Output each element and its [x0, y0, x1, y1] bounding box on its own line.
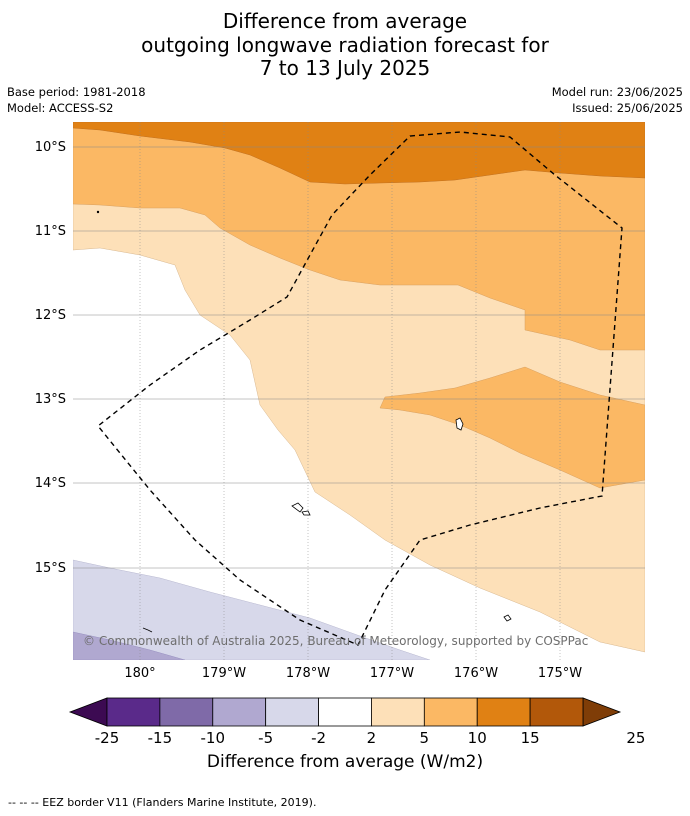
island-wallis-small	[301, 510, 311, 516]
lon-label: 177°W	[370, 666, 414, 681]
lon-label: 179°W	[202, 666, 246, 681]
colorbar-segment	[159, 697, 214, 727]
lon-label: 176°W	[454, 666, 498, 681]
lon-label: 178°W	[286, 666, 330, 681]
lon-label: 180°	[124, 666, 155, 681]
gridlines	[73, 122, 645, 660]
colorbar-segment	[423, 697, 478, 727]
model-run: Model run: 23/06/2025	[551, 85, 683, 99]
colorbar-segment	[371, 697, 425, 727]
colorbar-under-triangle	[68, 697, 108, 727]
colorbar-tick-label: 2	[367, 729, 377, 747]
colorbar-tick-label: 5	[420, 729, 430, 747]
colorbar: -25 -15 -10 -5 -2 2 5 10 15 25	[68, 697, 645, 747]
copyright-text: © Commonwealth of Australia 2025, Bureau…	[83, 634, 588, 648]
lat-labels: 10°S 11°S 12°S 13°S 14°S 15°S	[35, 140, 66, 576]
colorbar-segment	[476, 697, 531, 727]
contour-5-10-upper	[73, 122, 645, 351]
island-wallis	[291, 502, 304, 513]
colorbar-segment	[265, 697, 319, 727]
colorbar-tick-label: 25	[626, 729, 645, 747]
lon-labels: 180° 179°W 178°W 177°W 176°W 175°W	[124, 666, 582, 681]
contour-neg10-neg5	[73, 631, 186, 660]
contour-neg5-neg2	[73, 559, 431, 660]
island-niuatoputapu	[503, 614, 512, 622]
colorbar-segment	[529, 697, 584, 727]
title-line-1: Difference from average	[222, 9, 468, 33]
colorbar-tick-label: 10	[468, 729, 487, 747]
colorbar-tick-label: 15	[521, 729, 540, 747]
map-area: © Commonwealth of Australia 2025, Bureau…	[73, 122, 645, 660]
colorbar-tick-label: -15	[148, 729, 173, 747]
islands	[96, 210, 512, 633]
colorbar-tick-label: -25	[95, 729, 120, 747]
colorbar-over-triangle	[582, 697, 622, 727]
eez-legend-note: -- -- -- EEZ border V11 (Flanders Marine…	[8, 796, 317, 809]
base-period: Base period: 1981-2018	[7, 85, 146, 99]
colorbar-segment	[212, 697, 267, 727]
island-futuna	[142, 627, 153, 633]
island-dot	[96, 210, 100, 214]
lon-label: 175°W	[538, 666, 582, 681]
colorbar-segment	[318, 697, 372, 727]
lat-label: 11°S	[35, 224, 66, 239]
colorbar-title: Difference from average (W/m2)	[206, 752, 484, 772]
title-line-2: outgoing longwave radiation forecast for	[141, 33, 549, 57]
island-niuafoou	[455, 417, 464, 431]
lat-label: 12°S	[35, 308, 66, 323]
lat-label: 10°S	[35, 140, 66, 155]
contour-5-10-middle	[379, 366, 645, 489]
lat-label: 15°S	[35, 561, 66, 576]
lat-label: 13°S	[35, 392, 66, 407]
title-line-3: 7 to 13 July 2025	[259, 56, 431, 80]
model-name: Model: ACCESS-S2	[7, 101, 114, 115]
colorbar-tick-label: -5	[258, 729, 273, 747]
issued-date: Issued: 25/06/2025	[572, 101, 683, 115]
lat-label: 14°S	[35, 476, 66, 491]
eez-border	[97, 131, 623, 646]
colorbar-segment	[106, 697, 161, 727]
colorbar-tick-label: -10	[201, 729, 226, 747]
colorbar-tick-label: -2	[311, 729, 326, 747]
